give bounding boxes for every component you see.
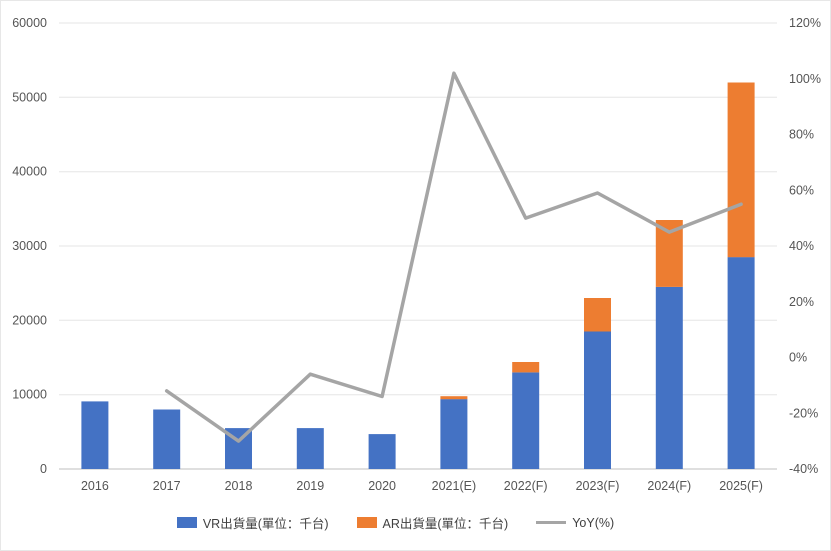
legend-label-vr: VR出貨量(單位：千台)	[202, 517, 329, 531]
right-axis-tick-label: 60%	[789, 183, 814, 197]
x-axis-category-label: 2025(F)	[719, 479, 763, 493]
yoy-series-line-icon	[536, 520, 567, 525]
x-axis-category-label: 2024(F)	[647, 479, 691, 493]
right-axis-tick-label: 0%	[789, 351, 807, 365]
x-axis-category-label: 2018	[225, 479, 253, 493]
vr-bar	[296, 428, 324, 469]
x-axis-category-label: 2016	[81, 479, 109, 493]
right-axis-tick-label: -40%	[789, 462, 818, 476]
x-axis-category-label: 2023(F)	[576, 479, 620, 493]
right-axis-tick-label: 100%	[789, 72, 821, 86]
right-axis-tick-label: 120%	[789, 16, 821, 30]
left-axis-tick-label: 40000	[12, 165, 47, 179]
ar-bar	[727, 82, 755, 258]
right-axis-tick-label: 40%	[789, 239, 814, 253]
left-axis-tick-label: 0	[40, 462, 47, 476]
left-axis-tick-label: 60000	[12, 16, 47, 30]
yoy-line	[164, 71, 743, 443]
x-axis-category-label: 2019	[296, 479, 324, 493]
legend-item-vr: VR出貨量(單位：千台)	[176, 513, 329, 532]
left-axis-tick-label: 50000	[12, 90, 47, 104]
vr-bar	[368, 434, 396, 469]
left-axis-tick-label: 10000	[12, 388, 47, 402]
legend-label-yoy: YoY(%)	[572, 515, 615, 530]
vr-bar	[81, 401, 109, 469]
ar-bar	[584, 298, 611, 332]
right-axis-tick-label: 80%	[789, 128, 814, 142]
vr-bar	[655, 286, 683, 469]
ar-bar	[440, 396, 468, 400]
x-axis-category-label: 2021(E)	[432, 479, 476, 493]
vr-bar	[440, 399, 468, 469]
left-axis-tick-label: 20000	[12, 313, 47, 327]
vr-bar	[584, 331, 611, 469]
vr-series-swatch-icon	[176, 517, 197, 528]
legend-item-yoy: YoY(%)	[536, 516, 614, 530]
legend-label-ar: AR出貨量(單位：千台)	[382, 517, 509, 531]
x-axis-category-label: 2022(F)	[504, 479, 548, 493]
chart-legend: VR出貨量(單位：千台) AR出貨量(單位：千台) YoY(%)	[1, 513, 790, 532]
x-axis-category-label: 2020	[368, 479, 396, 493]
ar-series-swatch-icon	[356, 517, 377, 528]
legend-item-ar: AR出貨量(單位：千台)	[356, 513, 509, 532]
ar-bar	[512, 362, 540, 373]
right-axis-tick-label: 20%	[789, 295, 814, 309]
vr-bar	[727, 257, 755, 469]
vr-bar	[153, 409, 181, 469]
x-axis-category-label: 2017	[153, 479, 181, 493]
left-axis-tick-label: 30000	[12, 239, 47, 253]
vr-bar	[512, 372, 540, 469]
right-axis-tick-label: -20%	[789, 406, 818, 420]
